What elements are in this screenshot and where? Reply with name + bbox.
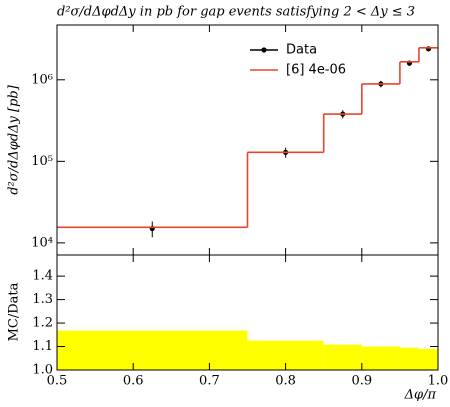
y-tick-label: 10⁴ bbox=[31, 235, 53, 250]
x-tick-label: 0.7 bbox=[199, 374, 220, 389]
y-tick-label: 1.1 bbox=[32, 339, 53, 354]
y-tick-label: 1.4 bbox=[32, 269, 53, 284]
y-axis-label: d²σ/dΔφdΔy [pb] bbox=[7, 84, 22, 195]
ratio-band bbox=[361, 346, 400, 370]
y-tick-label: 1.3 bbox=[32, 292, 53, 307]
legend-label: [6] 4e-06 bbox=[286, 63, 346, 78]
y-tick-label: 1.2 bbox=[32, 316, 53, 331]
x-tick-label: 0.8 bbox=[275, 374, 296, 389]
ratio-band bbox=[418, 348, 438, 370]
ratio-band bbox=[399, 347, 419, 370]
y-tick-label: 1.0 bbox=[32, 363, 53, 378]
ratio-band bbox=[323, 344, 362, 370]
x-tick-label: 0.6 bbox=[123, 374, 144, 389]
plot-frame bbox=[56, 254, 439, 371]
legend-marker bbox=[261, 47, 267, 53]
x-tick-label: 1.0 bbox=[428, 374, 449, 389]
chart-title: d²σ/dΔφdΔy in pb for gap events satisfyi… bbox=[57, 5, 415, 20]
ratio-axis-label: MC/Data bbox=[7, 282, 22, 341]
legend-label: Data bbox=[286, 43, 317, 58]
data-point bbox=[425, 46, 432, 52]
y-tick-label: 10⁶ bbox=[31, 72, 53, 87]
ratio-band bbox=[57, 330, 248, 370]
y-tick-label: 10⁵ bbox=[31, 154, 53, 169]
x-axis-label: Δφ/π bbox=[404, 388, 437, 403]
x-tick-label: 0.5 bbox=[47, 374, 68, 389]
x-tick-label: 0.9 bbox=[351, 374, 372, 389]
